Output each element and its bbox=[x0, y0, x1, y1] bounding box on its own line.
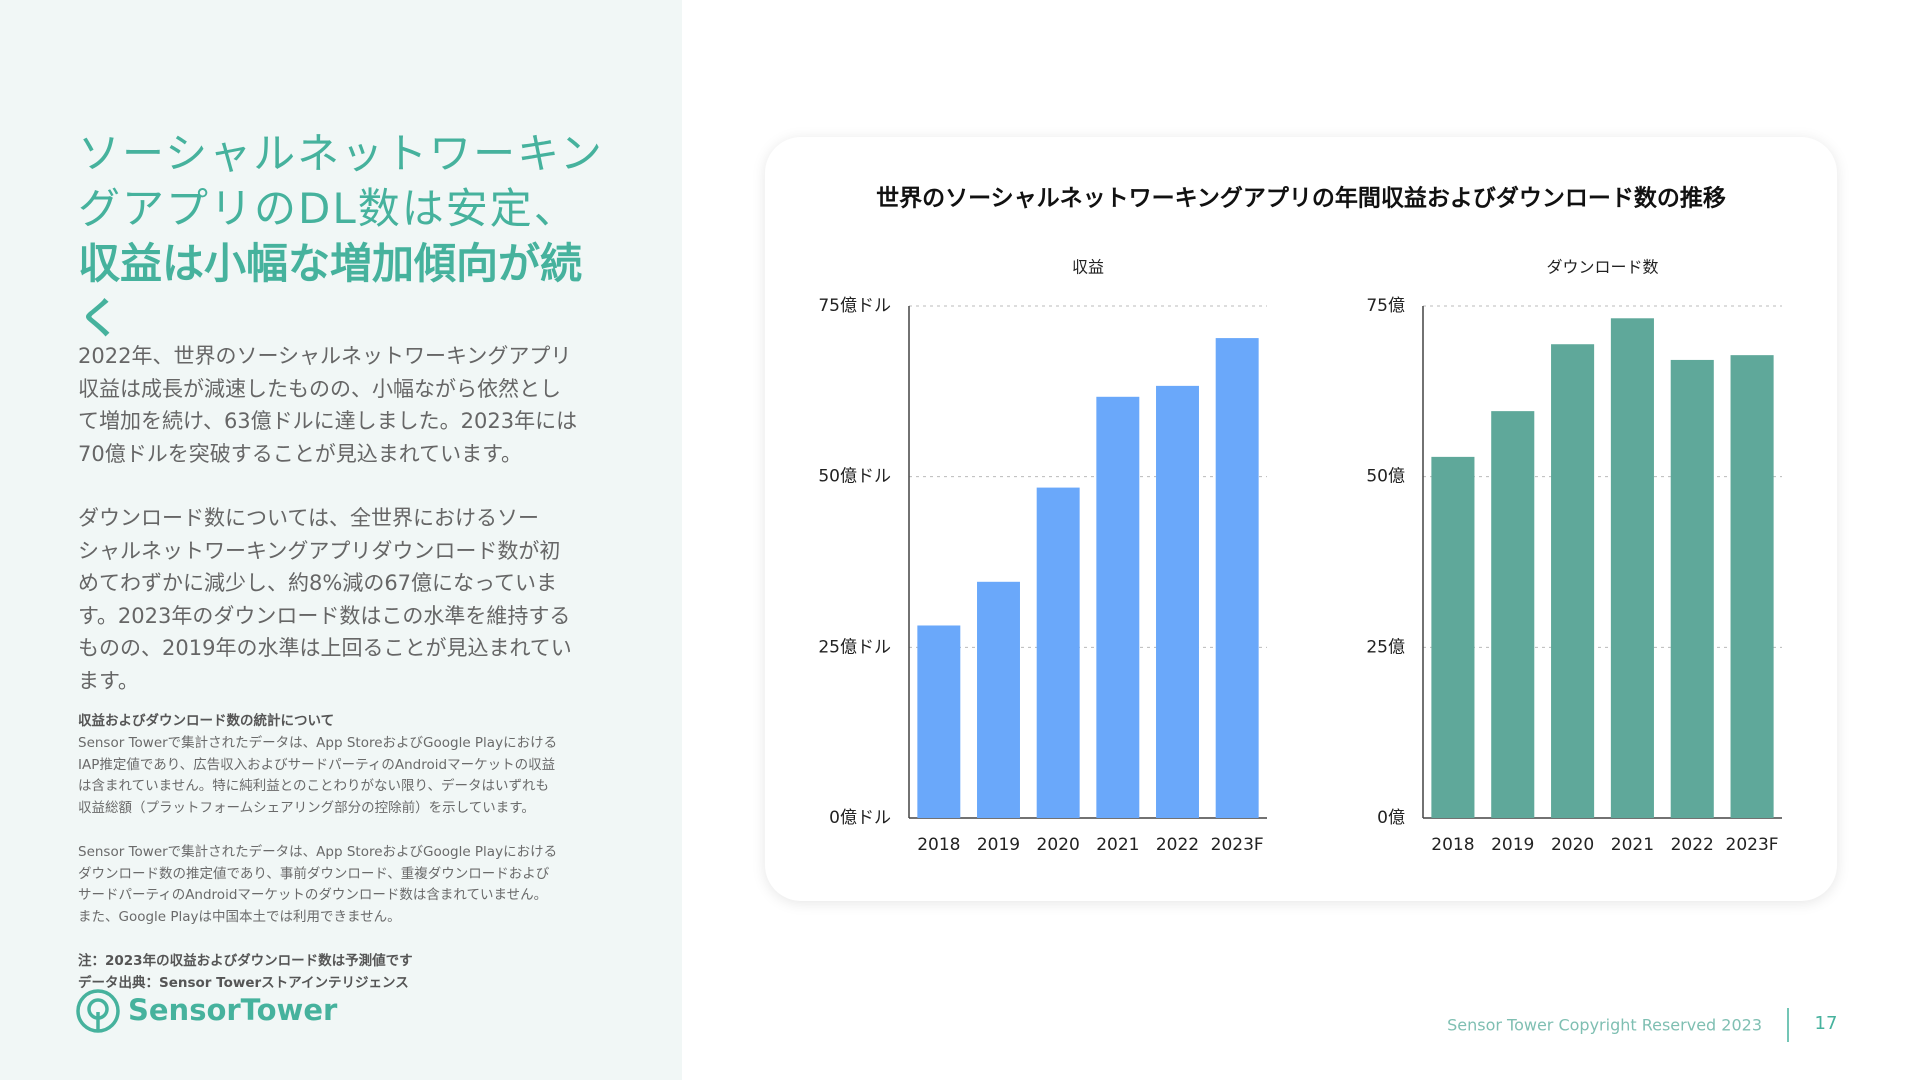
paragraph-line: 70億ドルを突破することが見込まれています。 bbox=[78, 441, 522, 466]
chart-title: ダウンロード数 bbox=[1546, 258, 1658, 277]
heading-line: グアプリのDL数は安定、 bbox=[78, 184, 578, 233]
x-tick-label: 2019 bbox=[1491, 835, 1534, 855]
x-tick-label: 2020 bbox=[1037, 835, 1080, 855]
heading-line: く bbox=[78, 294, 121, 343]
x-tick-label: 2018 bbox=[1431, 835, 1474, 855]
x-tick-label: 2022 bbox=[1671, 835, 1714, 855]
paragraph: 2022年、世界のソーシャルネットワーキングアプリ 収益は成長が減速したものの、小… bbox=[78, 340, 577, 470]
note-line: は含まれていません。特に純利益とのことわりがない限り、データはいずれも bbox=[78, 778, 550, 795]
paragraph-line: ものの、2019年の水準は上回ることが見込まれてい bbox=[78, 636, 572, 660]
paragraph-line: シャルネットワーキングアプリダウンロード数が初 bbox=[78, 538, 561, 563]
y-tick-label: 0億ドル bbox=[829, 808, 891, 828]
heading-line: 収益は小幅な増加傾向が続 bbox=[78, 239, 583, 288]
logo-text: SensorTower bbox=[128, 993, 338, 1027]
y-tick-label: 25億 bbox=[1366, 637, 1405, 657]
note-line: Sensor Towerで集計されたデータは、App StoreおよびGoogl… bbox=[78, 843, 558, 860]
x-tick-label: 2021 bbox=[1611, 835, 1654, 855]
bar bbox=[1431, 456, 1475, 818]
paragraph-line: す。2023年のダウンロード数はこの水準を維持する bbox=[78, 603, 571, 628]
bar bbox=[1036, 487, 1080, 818]
x-tick-label: 2018 bbox=[917, 835, 960, 855]
x-tick-label: 2021 bbox=[1096, 835, 1139, 855]
bar bbox=[1670, 359, 1714, 818]
bar bbox=[1096, 396, 1140, 818]
note-line: サードパーティのAndroidマーケットのダウンロード数は含まれていません。 bbox=[78, 887, 548, 904]
footnote: 注：2023年の収益およびダウンロード数は予測値です bbox=[78, 952, 413, 969]
heading-line: ソーシャルネットワーキン bbox=[78, 129, 604, 178]
paragraph-line: 2022年、世界のソーシャルネットワーキングアプリ bbox=[78, 344, 572, 368]
x-tick-label: 2023F bbox=[1211, 835, 1264, 855]
heading: ソーシャルネットワーキン グアプリのDL数は安定、 収益は小幅な増加傾向が続く bbox=[78, 126, 604, 346]
bar bbox=[1491, 411, 1535, 818]
paragraph-line: ます。 bbox=[78, 668, 139, 693]
copyright: Sensor Tower Copyright Reserved 2023 bbox=[1447, 1016, 1762, 1035]
y-tick-label: 75億ドル bbox=[818, 296, 891, 316]
page-number: 17 bbox=[1815, 1013, 1838, 1034]
bar bbox=[917, 625, 961, 818]
y-tick-label: 0億 bbox=[1377, 808, 1405, 828]
bar bbox=[977, 581, 1020, 818]
bar bbox=[1215, 338, 1259, 818]
y-tick-label: 50億ドル bbox=[818, 467, 891, 487]
bar bbox=[1730, 355, 1774, 818]
paragraph-line: 収益は成長が減速したものの、小幅ながら依然とし bbox=[78, 376, 561, 401]
x-tick-label: 2019 bbox=[977, 835, 1020, 855]
y-tick-label: 25億ドル bbox=[818, 637, 891, 657]
note-line: Sensor Towerで集計されたデータは、App StoreおよびGoogl… bbox=[78, 734, 558, 751]
paragraph-line: ダウンロード数については、全世界におけるソー bbox=[78, 506, 539, 530]
chart-title: 収益 bbox=[1072, 258, 1104, 277]
paragraph-line: めてわずかに減少し、約8%減の67億になっていま bbox=[78, 571, 557, 595]
bar bbox=[1551, 344, 1595, 818]
note-line: ダウンロード数の推定値であり、事前ダウンロード、重複ダウンロードおよび bbox=[78, 865, 550, 882]
bar bbox=[1610, 318, 1654, 818]
x-tick-label: 2023F bbox=[1726, 835, 1779, 855]
notes-heading: 収益およびダウンロード数の統計について bbox=[78, 713, 335, 729]
y-tick-label: 75億 bbox=[1366, 296, 1405, 316]
notes: 収益およびダウンロード数の統計について Sensor Towerで集計されたデータ… bbox=[78, 711, 557, 994]
chart-panel-title: 世界のソーシャルネットワーキングアプリの年間収益およびダウンロード数の推移 bbox=[876, 185, 1726, 212]
logo-icon bbox=[76, 989, 120, 1033]
footnote: データ出典：Sensor Towerストアインテリジェンス bbox=[78, 974, 409, 991]
logo: SensorTower bbox=[76, 989, 338, 1033]
note-line: また、Google Playは中国本土では利用できません。 bbox=[78, 909, 401, 926]
paragraph-line: て増加を続け、63億ドルに達しました。2023年には bbox=[78, 409, 578, 433]
x-tick-label: 2020 bbox=[1551, 835, 1594, 855]
x-tick-label: 2022 bbox=[1156, 835, 1199, 855]
bar bbox=[1156, 385, 1199, 818]
note-line: 収益総額（プラットフォームシェアリング部分の控除前）を示しています。 bbox=[78, 800, 535, 817]
y-tick-label: 50億 bbox=[1366, 467, 1405, 487]
sidebar: ソーシャルネットワーキン グアプリのDL数は安定、 収益は小幅な増加傾向が続く 20… bbox=[0, 0, 682, 1080]
paragraph: ダウンロード数については、全世界におけるソー シャルネットワーキングアプリダウンロ… bbox=[78, 502, 572, 697]
note-line: IAP推定値であり、広告収入およびサードパーティのAndroidマーケットの収益 bbox=[78, 756, 556, 773]
